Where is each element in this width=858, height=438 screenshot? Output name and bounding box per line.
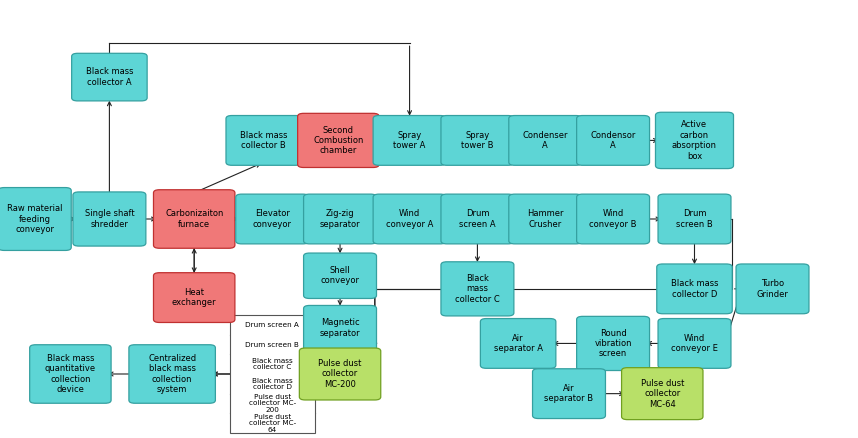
FancyBboxPatch shape [441,262,514,316]
FancyBboxPatch shape [621,367,703,420]
Bar [230,315,315,433]
Text: Drum
screen B: Drum screen B [676,209,713,229]
Text: Black mass
collector A: Black mass collector A [86,67,133,87]
Text: Condenser
A: Condenser A [523,131,568,150]
FancyBboxPatch shape [72,53,147,101]
Text: Pulse dust
collector
MC-200: Pulse dust collector MC-200 [318,359,362,389]
Text: Hammer
Crusher: Hammer Crusher [527,209,564,229]
Text: Condensor
A: Condensor A [590,131,636,150]
Text: Black mass
collector B: Black mass collector B [240,131,287,150]
Text: Active
carbon
absorption
box: Active carbon absorption box [672,120,717,160]
Text: Spray
tower A: Spray tower A [393,131,426,150]
FancyBboxPatch shape [373,116,446,165]
FancyBboxPatch shape [656,264,732,314]
Text: Magnetic
separator: Magnetic separator [320,318,360,338]
FancyBboxPatch shape [480,318,556,368]
FancyBboxPatch shape [236,194,309,244]
FancyBboxPatch shape [304,253,377,298]
Text: Drum screen B: Drum screen B [245,342,299,347]
Text: Air
separator A: Air separator A [493,334,542,353]
FancyBboxPatch shape [226,116,301,165]
Text: Wind
conveyor B: Wind conveyor B [589,209,637,229]
Text: Black mass
collector C: Black mass collector C [252,358,293,371]
FancyBboxPatch shape [577,316,650,371]
Text: Round
vibration
screen: Round vibration screen [595,328,631,358]
Text: Drum
screen A: Drum screen A [459,209,496,229]
FancyBboxPatch shape [509,194,582,244]
FancyBboxPatch shape [656,112,734,169]
Text: Second
Combustion
chamber: Second Combustion chamber [313,126,364,155]
Text: Spray
tower B: Spray tower B [461,131,493,150]
FancyBboxPatch shape [304,305,377,351]
FancyBboxPatch shape [129,345,215,403]
FancyBboxPatch shape [736,264,809,314]
Text: Black mass
collector D: Black mass collector D [671,279,718,299]
FancyBboxPatch shape [373,194,446,244]
Text: Elevator
conveyor: Elevator conveyor [253,209,292,229]
FancyBboxPatch shape [299,348,381,400]
Text: Carbonizaiton
furnace: Carbonizaiton furnace [165,209,223,229]
Text: Pulse dust
collector MC-
64: Pulse dust collector MC- 64 [249,413,296,433]
Text: Black mass
collector D: Black mass collector D [252,378,293,390]
Text: Pulse dust
collector MC-
200: Pulse dust collector MC- 200 [249,394,296,413]
Text: Pulse dust
collector
MC-64: Pulse dust collector MC-64 [641,379,684,409]
FancyBboxPatch shape [73,192,146,246]
FancyBboxPatch shape [0,187,71,251]
Text: Black
mass
collector C: Black mass collector C [455,274,500,304]
Text: Drum screen A: Drum screen A [245,322,299,328]
Text: Wind
conveyor A: Wind conveyor A [386,209,433,229]
FancyBboxPatch shape [658,318,731,368]
Text: Centralized
black mass
collection
system: Centralized black mass collection system [148,354,196,394]
FancyBboxPatch shape [577,116,650,165]
FancyBboxPatch shape [304,194,377,244]
Text: Shell
conveyor: Shell conveyor [321,266,360,286]
FancyBboxPatch shape [441,116,514,165]
Text: Black mass
quantitative
collection
device: Black mass quantitative collection devic… [45,354,96,394]
Text: Air
separator B: Air separator B [545,384,594,403]
Text: Zig-zig
separator: Zig-zig separator [320,209,360,229]
FancyBboxPatch shape [533,369,606,419]
Text: Raw material
feeding
conveyor: Raw material feeding conveyor [7,204,63,234]
FancyBboxPatch shape [30,345,111,403]
FancyBboxPatch shape [658,194,731,244]
FancyBboxPatch shape [154,273,235,322]
Text: Turbo
Grinder: Turbo Grinder [757,279,789,299]
FancyBboxPatch shape [577,194,650,244]
FancyBboxPatch shape [441,194,514,244]
Text: Heat
exchanger: Heat exchanger [172,288,216,307]
Text: Wind
conveyor E: Wind conveyor E [671,334,718,353]
FancyBboxPatch shape [298,113,379,167]
Text: Single shaft
shredder: Single shaft shredder [85,209,134,229]
FancyBboxPatch shape [154,190,235,248]
FancyBboxPatch shape [509,116,582,165]
